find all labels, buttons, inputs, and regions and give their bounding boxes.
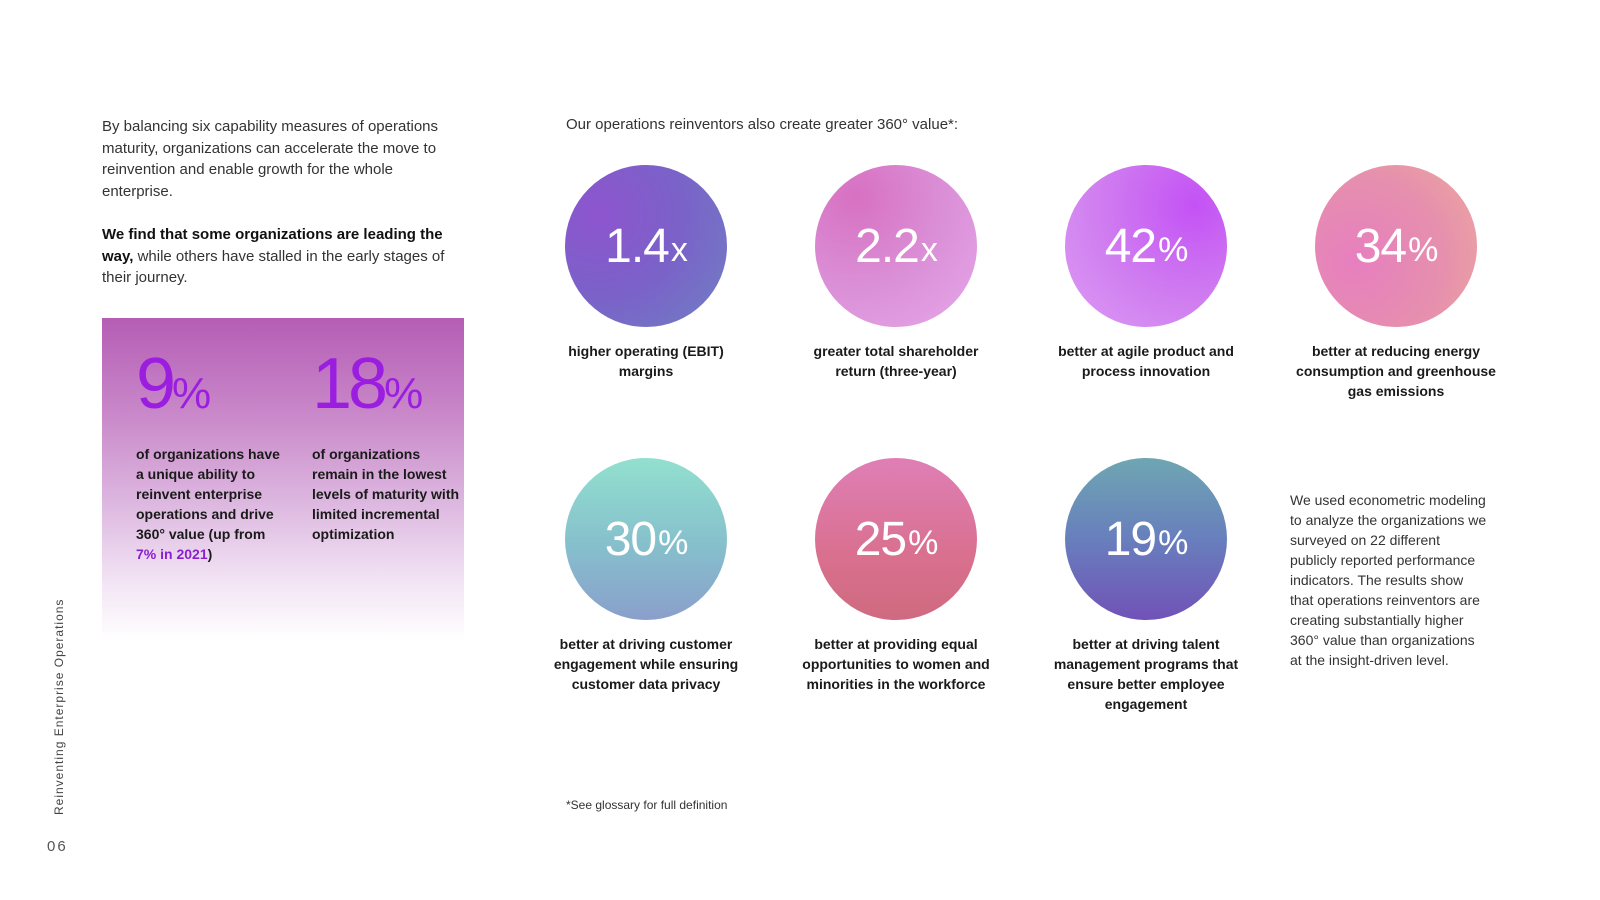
page-number: 06 <box>47 838 68 855</box>
intro-paragraph-2: We find that some organizations are lead… <box>102 224 457 289</box>
stat-description: of organizations have a unique ability t… <box>136 446 280 562</box>
intro-paragraph-2-bold: We find that some organizations are lead… <box>102 226 443 265</box>
section-headline: Our operations reinventors also create g… <box>566 116 959 133</box>
intro-paragraph-2-rest: while others have stalled in the early s… <box>102 247 445 287</box>
stat-value: 9% <box>136 344 212 424</box>
intro-paragraph-1: By balancing six capability measures of … <box>102 118 439 200</box>
metric-equal-opportunities: 25% better at providing equal opportunit… <box>796 458 996 694</box>
report-side-title: Reinventing Enterprise Operations <box>52 598 66 815</box>
stat-reinventors: 9% of organizations have a unique abilit… <box>136 346 286 564</box>
stat-highlight: 7% in 2021 <box>136 546 208 562</box>
stat-value: 18% <box>312 344 424 424</box>
metric-circle: 34% <box>1315 165 1477 327</box>
metric-ebit-margins: 1.4 x higher operating (EBIT) margins <box>546 165 746 381</box>
metric-energy-emissions: 34% better at reducing energy consumptio… <box>1296 165 1496 401</box>
stat-lowest-maturity: 18% of organizations remain in the lowes… <box>312 346 462 544</box>
metric-circle: 30% <box>565 458 727 620</box>
metric-label: higher operating (EBIT) margins <box>568 343 724 379</box>
metric-label: better at driving customer engagement wh… <box>553 636 739 692</box>
stat-description: of organizations remain in the lowest le… <box>312 446 460 542</box>
metric-label: better at reducing energy consumption an… <box>1296 343 1496 399</box>
glossary-footnote: *See glossary for full definition <box>566 798 728 812</box>
metric-agile-innovation: 42% better at agile product and process … <box>1046 165 1246 381</box>
methodology-note: We used econometric modeling to analyze … <box>1290 492 1487 668</box>
metric-circle: 2.2 x <box>815 165 977 327</box>
metric-shareholder-return: 2.2 x greater total shareholder return (t… <box>796 165 996 381</box>
metric-circle: 1.4 x <box>565 165 727 327</box>
metric-label: better at agile product and process inno… <box>1058 343 1234 379</box>
metric-circle: 42% <box>1065 165 1227 327</box>
metric-talent-management: 19% better at driving talent management … <box>1046 458 1246 714</box>
metric-label: better at providing equal opportunities … <box>802 636 990 692</box>
metric-circle: 25% <box>815 458 977 620</box>
intro-text: By balancing six capability measures of … <box>102 116 457 311</box>
metric-circle: 19% <box>1065 458 1227 620</box>
maturity-stats-box: 9% of organizations have a unique abilit… <box>102 318 464 640</box>
metric-label: better at driving talent management prog… <box>1053 636 1239 712</box>
metric-customer-engagement: 30% better at driving customer engagemen… <box>546 458 746 694</box>
metric-label: greater total shareholder return (three-… <box>813 343 979 379</box>
